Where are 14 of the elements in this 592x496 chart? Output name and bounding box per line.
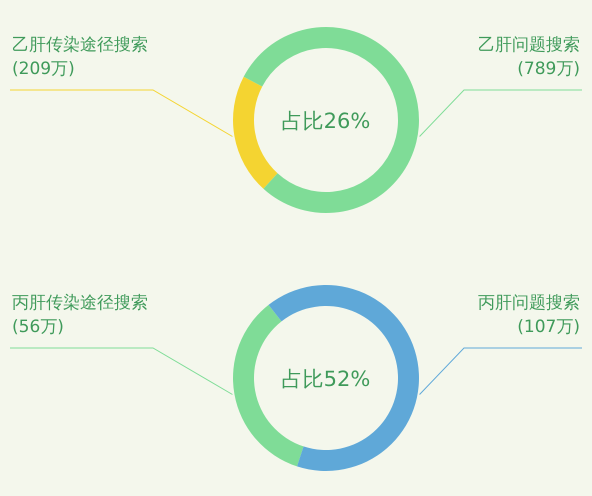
data-label: (209万) — [12, 59, 75, 79]
slice-label: 乙肝问题搜索 — [478, 35, 580, 55]
data-label: (56万) — [12, 317, 64, 337]
donut-slice — [233, 304, 304, 466]
donut-slice — [244, 27, 419, 213]
slice-label: 丙肝问题搜索 — [478, 293, 580, 313]
slice-label: 丙肝传染途径搜索 — [12, 293, 148, 313]
text: 占比26% — [282, 109, 370, 133]
text: 占比52% — [282, 367, 370, 391]
donut-slice — [268, 285, 419, 471]
data-label: (789万) — [517, 59, 580, 79]
slice-label: 乙肝传染途径搜索 — [12, 35, 148, 55]
donut-slice — [233, 76, 278, 189]
data-label: (107万) — [517, 317, 580, 337]
